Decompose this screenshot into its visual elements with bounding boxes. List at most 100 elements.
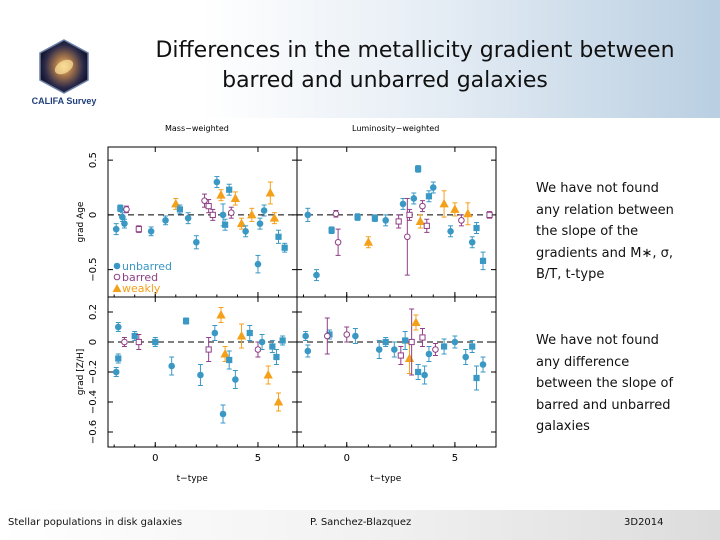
text-block-relation: We have not found any relation between t…: [536, 181, 674, 282]
data-point-w: [439, 190, 449, 218]
marker-square: [415, 368, 422, 376]
data-point-b: [486, 211, 493, 219]
data-point-u: [410, 192, 418, 205]
data-point-u: [421, 365, 428, 385]
marker-circle: [334, 238, 342, 246]
marker-square: [205, 203, 212, 210]
data-point-u: [469, 340, 476, 353]
data-point-u: [354, 213, 361, 221]
marker-circle: [432, 346, 439, 353]
data-point-u: [121, 218, 128, 229]
data-point-w: [363, 236, 374, 249]
marker-circle: [404, 233, 411, 241]
marker-circle: [121, 338, 128, 346]
marker-square: [275, 233, 282, 240]
marker-circle: [451, 338, 459, 346]
data-point-u: [399, 197, 407, 210]
data-point-u: [462, 349, 470, 365]
data-point-u: [479, 251, 487, 271]
marker-square: [479, 257, 487, 264]
data-point-b: [227, 206, 235, 219]
marker-circle: [197, 371, 204, 379]
marker-circle: [391, 346, 398, 353]
data-point-u: [162, 215, 169, 226]
footer-bar: Stellar populations in disk galaxies P. …: [0, 510, 720, 540]
data-point-b: [201, 193, 208, 208]
data-point-u: [112, 367, 120, 377]
marker-circle: [168, 362, 175, 370]
marker-triangle: [216, 309, 226, 319]
marker-triangle: [269, 213, 280, 222]
data-point-u: [371, 214, 378, 222]
marker-circle: [256, 220, 264, 227]
marker-square: [425, 193, 433, 200]
data-point-w: [216, 189, 226, 202]
data-point-u: [402, 331, 409, 350]
data-point-b: [397, 346, 404, 365]
califa-logo: CALIFA Survey: [22, 38, 106, 108]
data-point-u: [279, 335, 286, 346]
data-point-w: [463, 202, 473, 226]
data-point-u: [375, 340, 383, 359]
data-point-u: [226, 350, 233, 370]
marker-triangle: [450, 204, 460, 213]
marker-triangle: [463, 208, 473, 218]
y-tick-label: 0: [88, 339, 99, 345]
data-point-u: [256, 217, 264, 230]
panel-lum-age: [296, 146, 497, 298]
legend-label-unbarred: unbarred: [122, 260, 172, 273]
marker-circle: [260, 207, 268, 214]
data-point-u: [468, 236, 476, 249]
y-tick-label: −0.6: [88, 420, 99, 444]
data-point-w: [269, 212, 280, 225]
data-point-b: [121, 337, 128, 347]
marker-square: [406, 211, 413, 218]
data-point-b: [406, 208, 413, 221]
data-point-w: [236, 323, 247, 349]
data-point-u: [232, 370, 239, 389]
data-point-u: [260, 204, 268, 217]
marker-square: [176, 206, 184, 213]
marker-circle: [114, 323, 122, 331]
marker-square: [419, 334, 426, 341]
y-tick-label: −0.5: [88, 257, 99, 281]
marker-circle: [304, 347, 312, 355]
legend-label-barred: barred: [122, 271, 158, 284]
data-point-u: [382, 214, 389, 227]
data-point-u: [213, 176, 221, 189]
data-point-u: [242, 225, 249, 238]
marker-circle: [462, 353, 470, 361]
data-point-u: [221, 218, 229, 231]
data-point-b: [408, 308, 415, 376]
x-axis-label: t−type: [370, 474, 402, 484]
marker-square: [354, 213, 361, 221]
y-tick-label: 0: [88, 212, 99, 218]
marker-circle: [479, 361, 487, 368]
data-point-b: [135, 334, 142, 350]
marker-square: [221, 221, 229, 228]
data-point-u: [415, 165, 422, 173]
marker-triangle: [216, 190, 226, 199]
marker-square: [152, 338, 159, 346]
data-point-w: [265, 181, 275, 205]
marker-circle: [429, 184, 437, 191]
data-point-u: [246, 325, 253, 341]
data-point-b: [334, 228, 342, 256]
panel-lum-metal: [296, 296, 497, 448]
marker-square: [440, 343, 448, 350]
data-point-b: [209, 208, 216, 221]
data-point-u: [114, 322, 122, 332]
data-point-u: [415, 364, 422, 380]
legend-marker-weakly: [112, 283, 122, 292]
marker-triangle: [411, 317, 421, 326]
data-point-w: [216, 307, 226, 323]
marker-square: [209, 211, 216, 218]
marker-circle: [419, 202, 426, 210]
data-point-b: [323, 317, 331, 355]
y-tick-label: 0.5: [88, 152, 99, 168]
marker-circle: [447, 228, 454, 235]
data-point-u: [328, 226, 335, 234]
data-point-w: [450, 202, 460, 217]
marker-circle: [254, 260, 262, 268]
marker-square: [371, 215, 378, 222]
